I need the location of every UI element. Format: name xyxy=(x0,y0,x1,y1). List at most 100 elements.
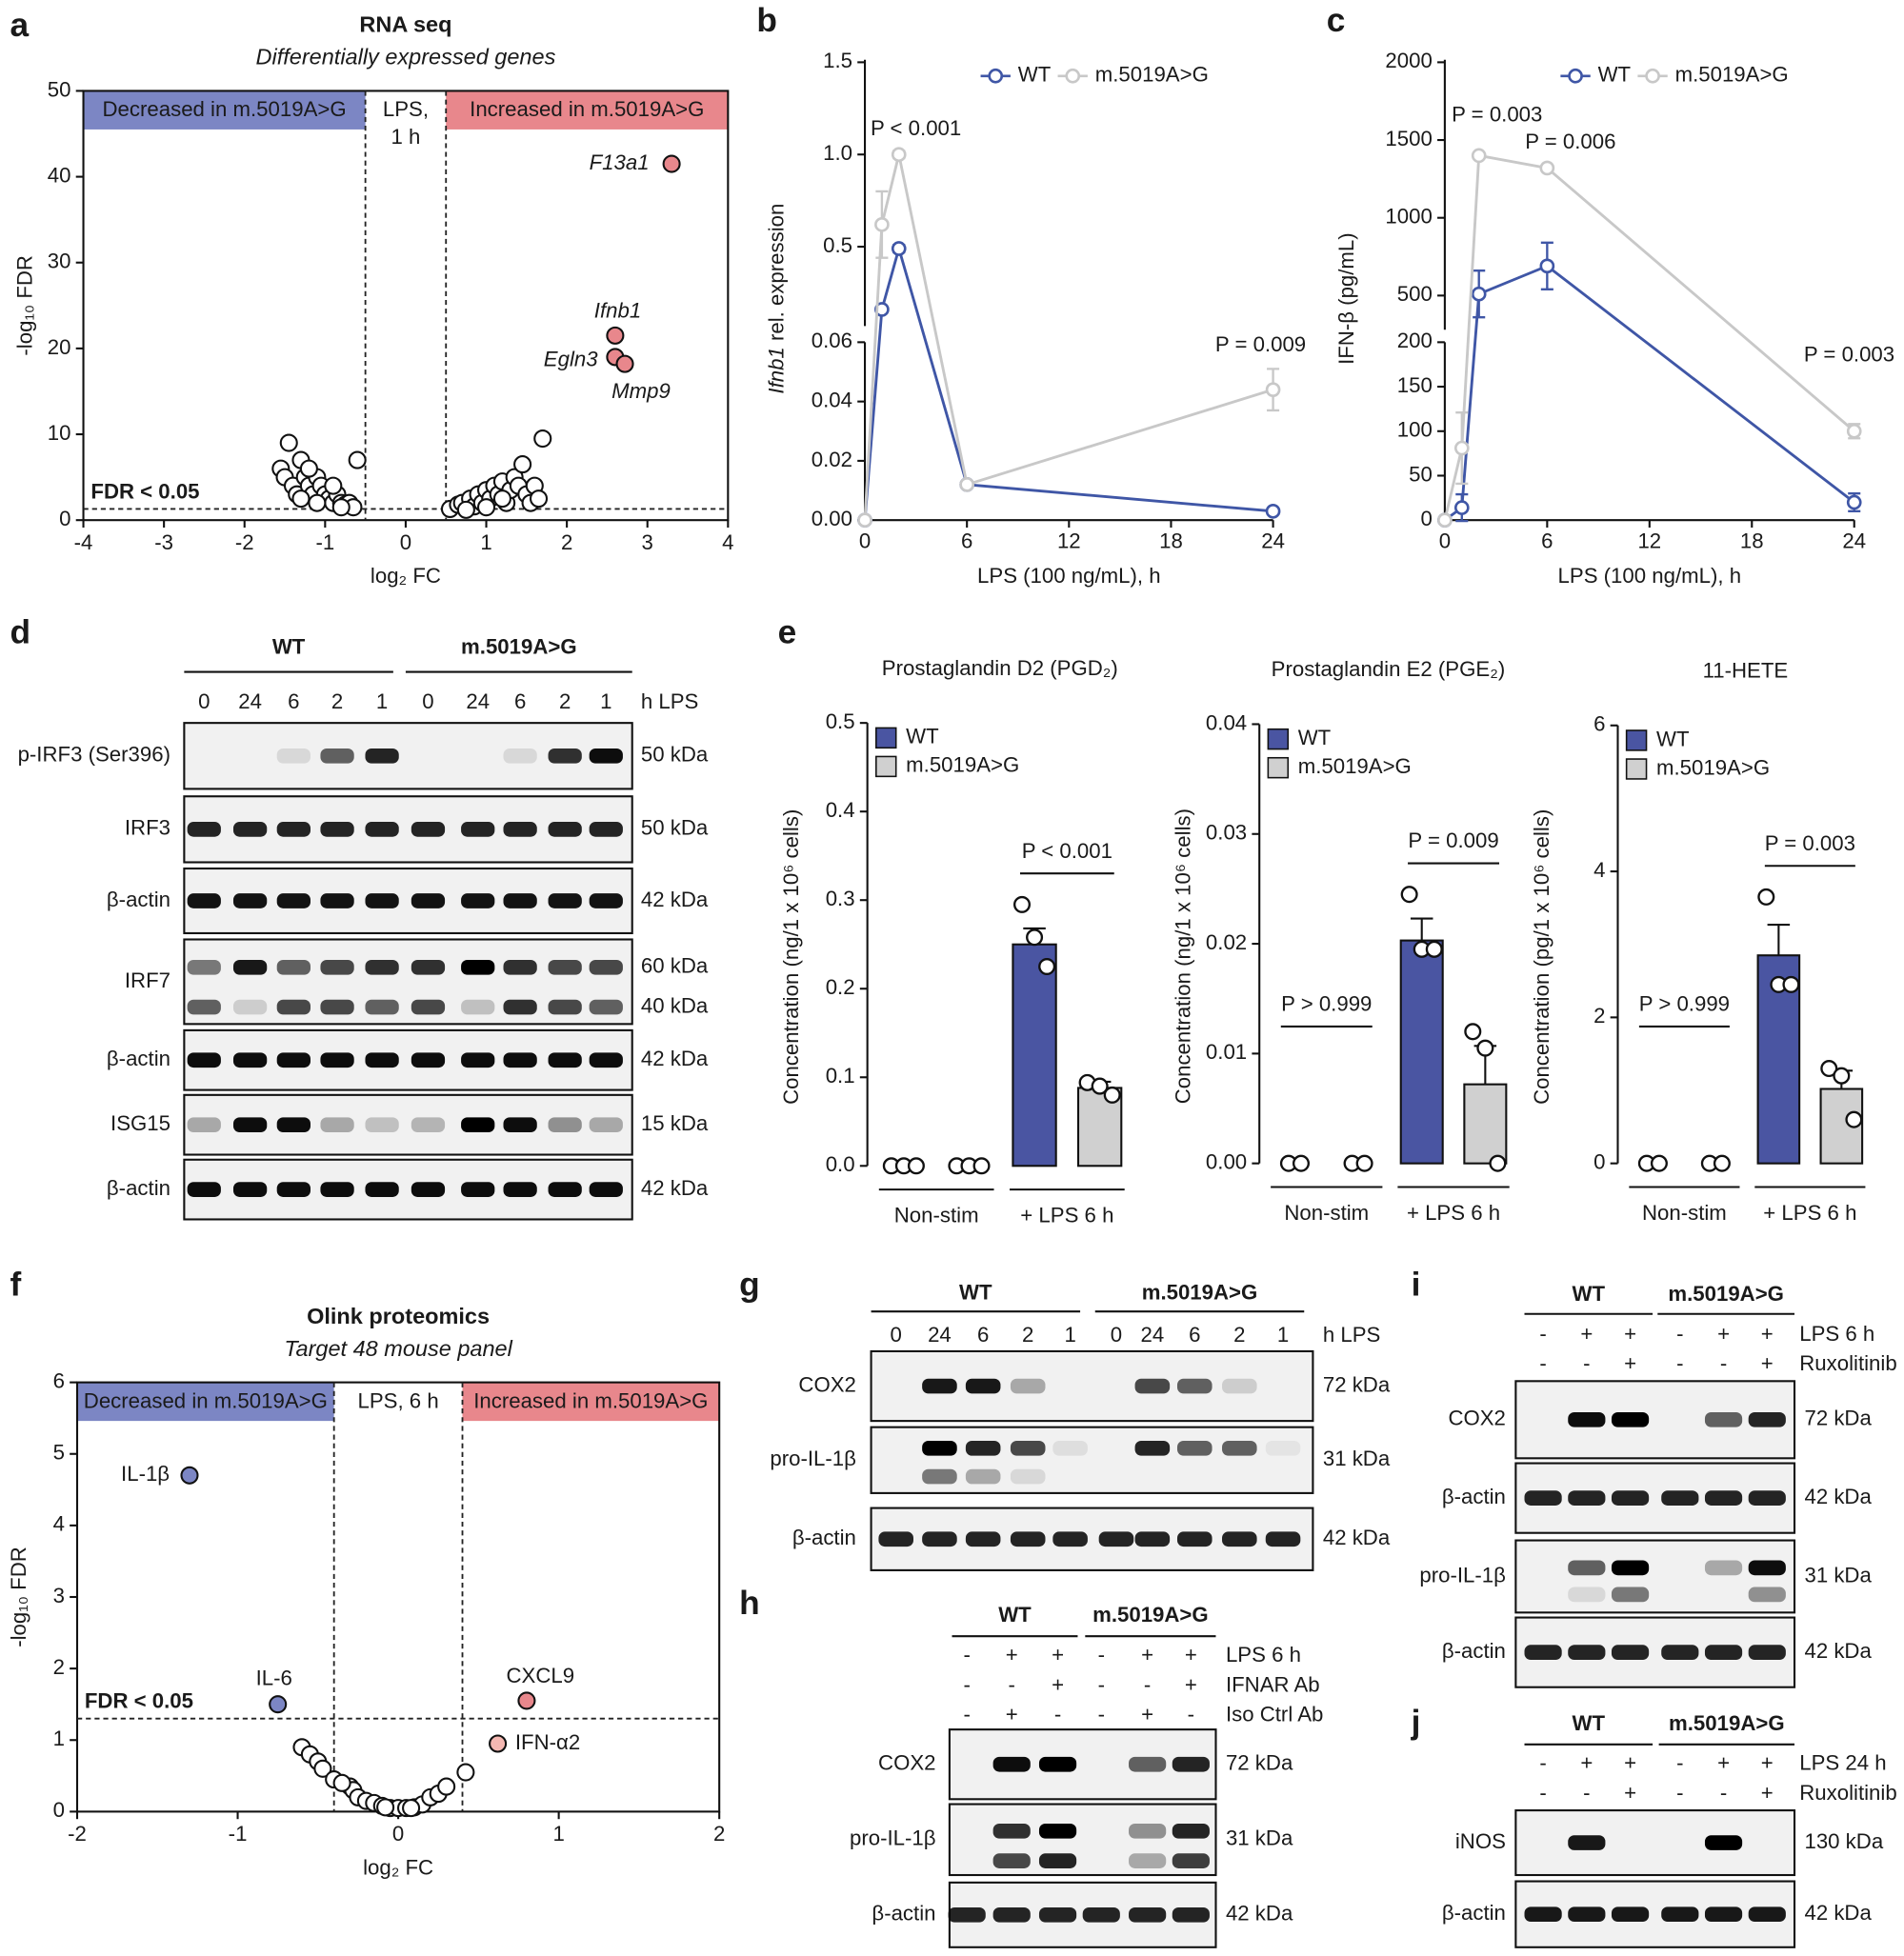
annotation: P < 0.001 xyxy=(1022,839,1112,863)
band xyxy=(1524,1645,1562,1660)
data-point xyxy=(533,429,552,449)
band xyxy=(589,893,623,908)
band xyxy=(461,959,495,975)
size-label: 42 kDa xyxy=(641,1047,709,1070)
data-point xyxy=(313,1759,332,1778)
size-label: 42 kDa xyxy=(1804,1639,1872,1663)
x-tick-label: 2 xyxy=(561,530,572,554)
size-label: 42 kDa xyxy=(641,888,709,911)
chart-title: Olink proteomics xyxy=(307,1304,490,1328)
band xyxy=(320,1182,354,1197)
legend-swatch xyxy=(1267,728,1290,750)
y-tick-label: 3 xyxy=(53,1584,65,1607)
row-label: COX2 xyxy=(798,1372,855,1396)
condition-sign: + xyxy=(1761,1781,1774,1805)
y-axis-label-part: IFN-β (pg/mL) xyxy=(1334,232,1358,365)
row-label: β-actin xyxy=(792,1526,856,1549)
size-label: 42 kDa xyxy=(1323,1526,1391,1549)
condition-sign: - xyxy=(1098,1703,1105,1726)
condition-label: Iso Ctrl Ab xyxy=(1226,1703,1323,1726)
y-tick-label: 1 xyxy=(53,1726,65,1750)
panel-label: i xyxy=(1412,1266,1421,1303)
y-tick-label: 2 xyxy=(53,1655,65,1679)
x-tick-label: -2 xyxy=(235,530,254,554)
data-point xyxy=(891,147,907,163)
y-axis-label-part: rel. expression xyxy=(764,204,788,348)
legend-label: m.5019A>G xyxy=(1675,63,1789,87)
band xyxy=(503,822,537,837)
condition-sign: - xyxy=(1676,1751,1683,1775)
blot-strip xyxy=(1514,1809,1796,1877)
y-tick-label: 0.5 xyxy=(826,709,855,733)
band xyxy=(1611,1560,1650,1576)
y-tick-label: 1.0 xyxy=(823,141,852,165)
band xyxy=(411,822,446,837)
row-label: β-actin xyxy=(1442,1901,1506,1925)
data-point xyxy=(269,1695,288,1714)
legend-marker xyxy=(1065,68,1081,84)
y-axis-label-part: Ifnb1 xyxy=(764,347,788,393)
point-label: IFN-α2 xyxy=(515,1730,580,1754)
x-tick-label: + LPS 6 h xyxy=(1763,1201,1856,1225)
condition-sign: - xyxy=(1583,1781,1590,1805)
condition-sign: - xyxy=(1539,1751,1546,1775)
band xyxy=(365,1117,399,1133)
band xyxy=(589,999,623,1015)
band xyxy=(965,1378,1001,1394)
data-point xyxy=(1437,512,1453,529)
band xyxy=(1129,1756,1167,1772)
band xyxy=(276,1117,311,1133)
y-tick-label: 0.04 xyxy=(1206,710,1247,734)
lane-label: 0 xyxy=(1111,1323,1122,1347)
data-point xyxy=(1038,957,1056,975)
error-bar xyxy=(1767,923,1791,956)
band xyxy=(992,1824,1031,1839)
x-tick-label: 12 xyxy=(1637,529,1661,553)
data-point xyxy=(324,476,343,495)
band xyxy=(1524,1490,1562,1506)
panel-label: d xyxy=(10,614,30,651)
condition-sign: - xyxy=(1720,1351,1727,1375)
row-label: IRF3 xyxy=(125,816,170,840)
condition-sign: - xyxy=(963,1672,970,1696)
data-point xyxy=(1292,1154,1310,1172)
lane-label: 6 xyxy=(1189,1323,1200,1347)
x-tick-label: 0 xyxy=(392,1822,404,1846)
y-tick-label: 0.02 xyxy=(1206,930,1247,954)
data-point xyxy=(529,489,549,509)
band xyxy=(276,748,311,764)
band xyxy=(1568,1587,1606,1603)
data-point xyxy=(959,476,975,492)
annotation: P = 0.003 xyxy=(1765,831,1855,855)
x-axis-label: log₂ FC xyxy=(371,564,441,588)
band xyxy=(461,1182,495,1197)
x-axis-label: log₂ FC xyxy=(363,1855,433,1879)
panel-label: g xyxy=(739,1266,760,1303)
condition-sign: - xyxy=(1583,1351,1590,1375)
data-point xyxy=(332,1773,351,1792)
condition-sign: + xyxy=(1717,1322,1730,1346)
band xyxy=(503,748,537,764)
x-tick-label: -1 xyxy=(315,530,334,554)
condition-sign: + xyxy=(1761,1751,1774,1775)
band xyxy=(1704,1906,1743,1923)
lane-label: 24 xyxy=(1141,1323,1165,1347)
band xyxy=(1038,1853,1077,1868)
size-label: 42 kDa xyxy=(1226,1902,1293,1926)
header-box xyxy=(83,90,366,130)
y-tick-label: 0.4 xyxy=(826,798,855,822)
y-tick-label: 6 xyxy=(1593,712,1605,736)
data-point xyxy=(376,1798,395,1817)
y-axis-label: Concentration (ng/1 x 10⁶ cells) xyxy=(1172,808,1195,1104)
data-point xyxy=(1782,975,1800,993)
y-axis-label: -log₁₀ FDR xyxy=(12,255,36,356)
data-point xyxy=(1489,1154,1507,1172)
size-label: 72 kDa xyxy=(1804,1407,1872,1430)
row-label: β-actin xyxy=(107,1176,170,1200)
band xyxy=(1704,1645,1743,1660)
y-tick-label: 0 xyxy=(1420,507,1432,530)
chart-title: 11-HETE xyxy=(1703,658,1789,682)
condition-sign: - xyxy=(1098,1643,1105,1667)
band xyxy=(1010,1378,1046,1394)
band xyxy=(1568,1490,1606,1506)
